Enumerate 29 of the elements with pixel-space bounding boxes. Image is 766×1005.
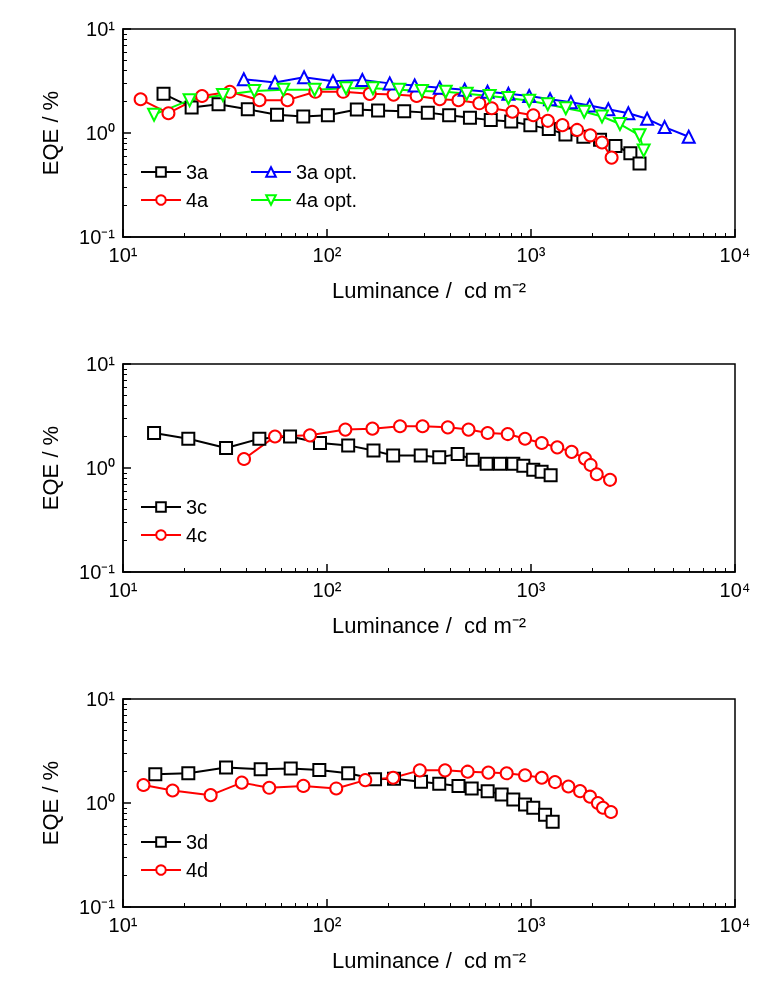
x-axis-title: Luminance / cd m⁻² xyxy=(331,277,527,303)
x-axis-title: Luminance / cd m⁻² xyxy=(331,947,527,973)
legend-label: 3d xyxy=(186,831,209,853)
legend-label: 3a xyxy=(186,161,210,183)
x-tick-label: 10⁴ xyxy=(719,914,751,936)
legend-label: 3c xyxy=(186,496,208,518)
y-tick-label: 10¹ xyxy=(86,353,116,375)
y-tick-label: 10¹ xyxy=(86,18,116,40)
x-tick-label: 10² xyxy=(312,579,342,601)
x-tick-label: 10³ xyxy=(516,579,546,601)
x-tick-label: 10² xyxy=(312,914,342,936)
x-tick-label: 10² xyxy=(312,244,342,266)
y-axis-title: EQE / % xyxy=(37,90,63,176)
legend-label: 4a opt. xyxy=(296,189,358,211)
x-axis-title: Luminance / cd m⁻² xyxy=(331,612,527,638)
x-tick-label: 10³ xyxy=(516,914,546,936)
legend-label: 3a opt. xyxy=(296,161,358,183)
y-axis-title: EQE / % xyxy=(37,425,63,511)
y-axis-title: EQE / % xyxy=(37,760,63,846)
x-tick-label: 10⁴ xyxy=(719,579,751,601)
x-tick-label: 10⁴ xyxy=(719,244,751,266)
y-tick-label: 10⁰ xyxy=(85,792,115,814)
legend-label: 4a xyxy=(186,189,210,211)
y-tick-label: 10¹ xyxy=(86,688,116,710)
y-tick-label: 10⁰ xyxy=(85,457,115,479)
legend-label: 4c xyxy=(186,524,208,546)
y-tick-label: 10⁰ xyxy=(85,122,115,144)
legend-label: 4d xyxy=(186,859,209,881)
x-tick-label: 10³ xyxy=(516,244,546,266)
